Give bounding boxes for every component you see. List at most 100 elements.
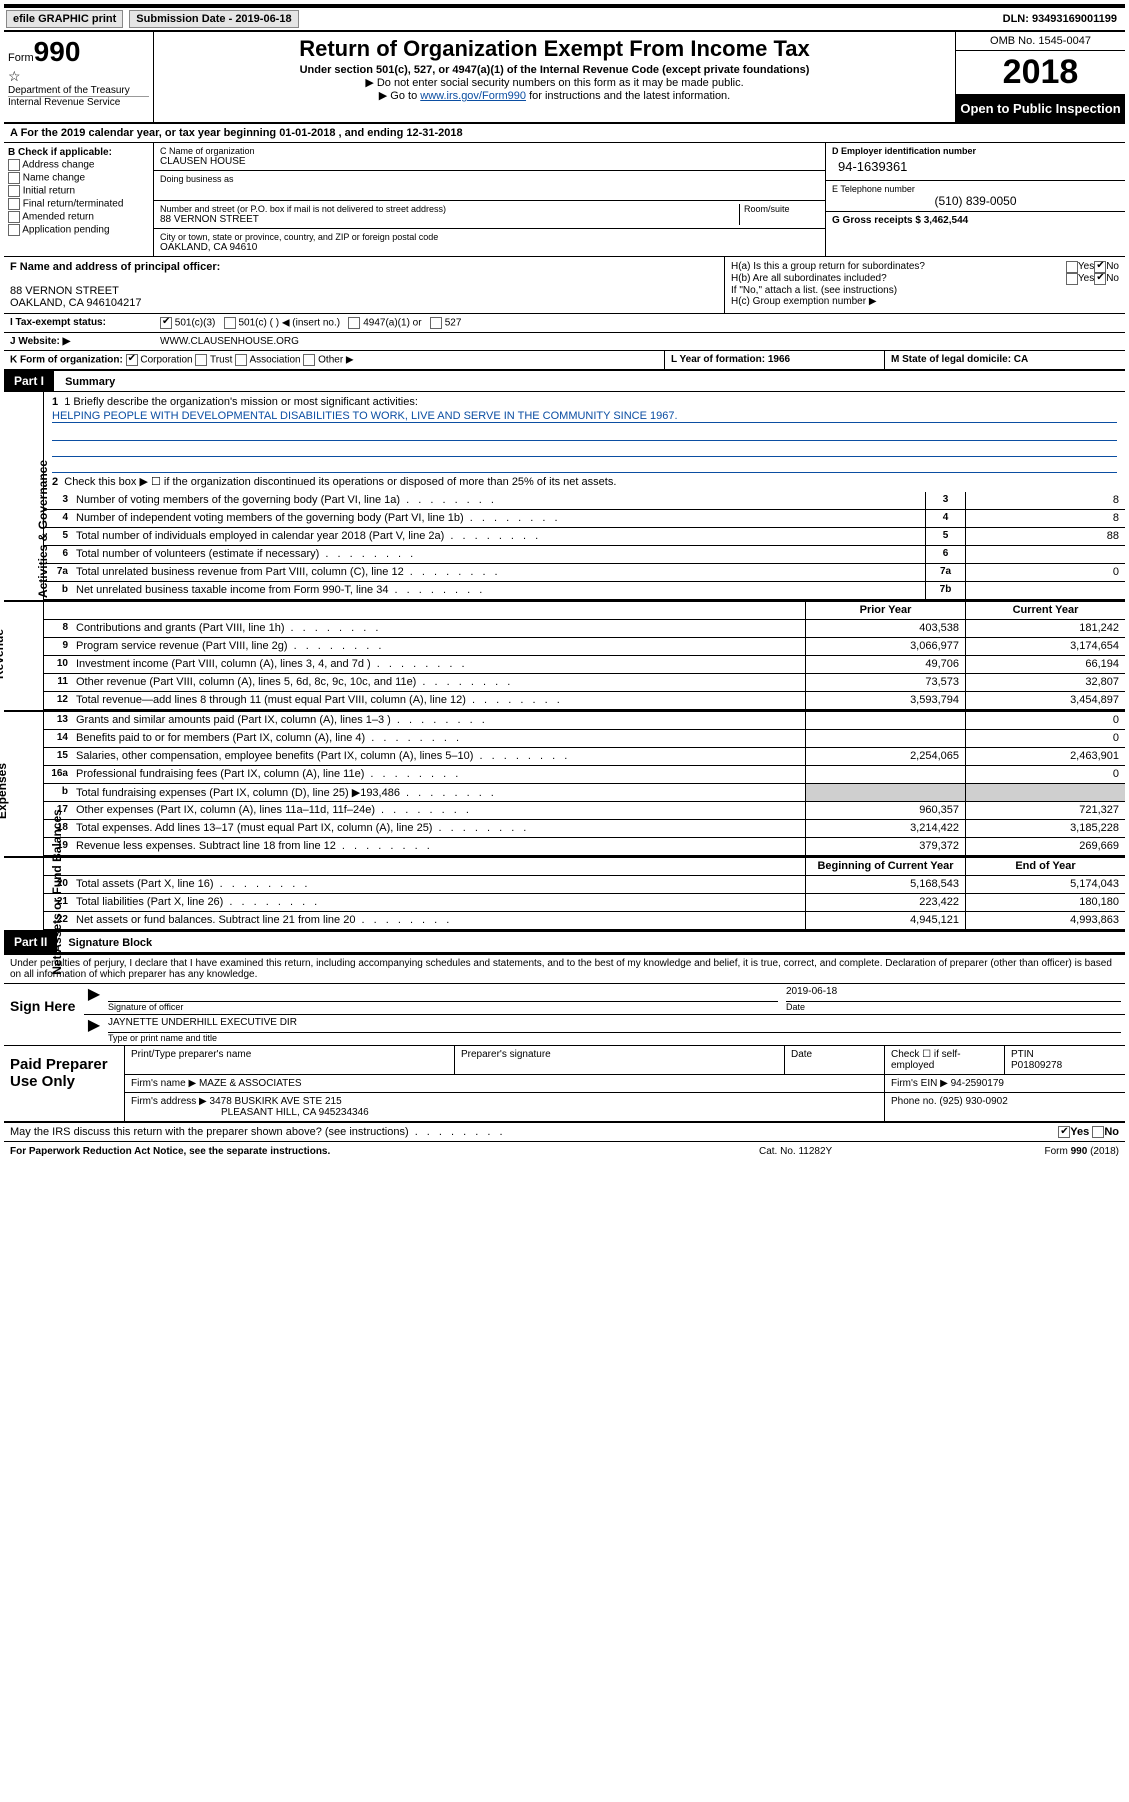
addr-label: Number and street (or P.O. box if mail i… <box>160 204 739 214</box>
row-a-calendar: A For the 2019 calendar year, or tax yea… <box>4 124 1125 143</box>
city-label: City or town, state or province, country… <box>160 232 819 242</box>
line-19: 19Revenue less expenses. Subtract line 1… <box>44 838 1125 856</box>
b-checkbox-application-pending[interactable]: Application pending <box>8 224 149 236</box>
h-note: If "No," attach a list. (see instruction… <box>731 285 1119 296</box>
line-18: 18Total expenses. Add lines 13–17 (must … <box>44 820 1125 838</box>
line-b: bTotal fundraising expenses (Part IX, co… <box>44 784 1125 802</box>
ein-value: 94-1639361 <box>832 156 1119 177</box>
line-2: 2 Check this box ▶ ☐ if the organization… <box>52 475 1117 488</box>
gross-value: 3,462,544 <box>924 215 969 226</box>
line-b: bNet unrelated business taxable income f… <box>44 582 1125 600</box>
org-street: 88 VERNON STREET <box>160 214 739 225</box>
line-12: 12Total revenue—add lines 8 through 11 (… <box>44 692 1125 710</box>
officer-name: JAYNETTE UNDERHILL EXECUTIVE DIR <box>108 1017 1121 1033</box>
k-assoc-checkbox[interactable] <box>235 354 247 366</box>
line-6: 6Total number of volunteers (estimate if… <box>44 546 1125 564</box>
b-checkbox-name-change[interactable]: Name change <box>8 172 149 184</box>
f-label: F Name and address of principal officer: <box>10 261 718 273</box>
line-14: 14Benefits paid to or for members (Part … <box>44 730 1125 748</box>
hb-label: H(b) Are all subordinates included? <box>731 273 1066 285</box>
ptin-value: P01809278 <box>1011 1060 1062 1071</box>
part-i-header: Part I Summary <box>4 371 1125 392</box>
k-corp-checkbox[interactable] <box>126 354 138 366</box>
mission-text: HELPING PEOPLE WITH DEVELOPMENTAL DISABI… <box>52 410 1117 423</box>
phone-value: (510) 839-0050 <box>832 194 1119 208</box>
line-20: 20Total assets (Part X, line 16)5,168,54… <box>44 876 1125 894</box>
sig-officer-label: Signature of officer <box>108 1002 778 1012</box>
mission-label: 1 1 Briefly describe the organization's … <box>52 396 1117 408</box>
discuss-no-checkbox[interactable] <box>1092 1126 1104 1138</box>
line-7a: 7aTotal unrelated business revenue from … <box>44 564 1125 582</box>
name-title-label: Type or print name and title <box>108 1033 1121 1043</box>
section-expenses: Expenses13Grants and similar amounts pai… <box>4 712 1125 858</box>
discuss-row: May the IRS discuss this return with the… <box>4 1123 1125 1142</box>
b-label: B Check if applicable: <box>8 147 149 158</box>
paid-preparer-label: Paid Preparer Use Only <box>4 1046 124 1121</box>
section-revenue: RevenuePrior YearCurrent Year8Contributi… <box>4 602 1125 712</box>
line-11: 11Other revenue (Part VIII, column (A), … <box>44 674 1125 692</box>
b-checkbox-amended-return[interactable]: Amended return <box>8 211 149 223</box>
k-trust-checkbox[interactable] <box>195 354 207 366</box>
i-527-checkbox[interactable] <box>430 317 442 329</box>
room-label: Room/suite <box>744 204 819 214</box>
arrow-icon: ▶ <box>84 984 104 1014</box>
org-name: CLAUSEN HOUSE <box>160 156 819 167</box>
i-4947-checkbox[interactable] <box>348 317 360 329</box>
block-f-h: F Name and address of principal officer:… <box>4 257 1125 314</box>
b-checkbox-address-change[interactable]: Address change <box>8 159 149 171</box>
g-gross-label: G Gross receipts $ <box>832 215 921 226</box>
firm-phone: (925) 930-0902 <box>939 1096 1007 1107</box>
cat-no: Cat. No. 11282Y <box>759 1146 959 1157</box>
discuss-yes-checkbox[interactable] <box>1058 1126 1070 1138</box>
ha-yes-checkbox[interactable] <box>1066 261 1078 273</box>
part-ii-header: Part II Signature Block <box>4 932 1125 953</box>
line-15: 15Salaries, other compensation, employee… <box>44 748 1125 766</box>
ha-label: H(a) Is this a group return for subordin… <box>731 261 1066 273</box>
dept-treasury: Department of the Treasury <box>8 85 149 96</box>
b-checkbox-initial-return[interactable]: Initial return <box>8 185 149 197</box>
page-footer: For Paperwork Reduction Act Notice, see … <box>4 1142 1125 1161</box>
line-4: 4Number of independent voting members of… <box>44 510 1125 528</box>
section-net-assets-or-fund-balances: Net Assets or Fund BalancesBeginning of … <box>4 858 1125 932</box>
form-subtitle-1: Under section 501(c), 527, or 4947(a)(1)… <box>160 64 949 76</box>
line-21: 21Total liabilities (Part X, line 26)223… <box>44 894 1125 912</box>
signature-block: Under penalties of perjury, I declare th… <box>4 953 1125 1142</box>
form-subtitle-3: ▶ Go to www.irs.gov/Form990 for instruct… <box>160 89 949 102</box>
line-5: 5Total number of individuals employed in… <box>44 528 1125 546</box>
efile-button[interactable]: efile GRAPHIC print <box>6 10 123 28</box>
hc-label: H(c) Group exemption number ▶ <box>731 296 1119 307</box>
m-state: M State of legal domicile: CA <box>885 351 1125 369</box>
officer-addr2: OAKLAND, CA 946104217 <box>10 297 718 309</box>
org-city: OAKLAND, CA 94610 <box>160 242 819 253</box>
open-to-public: Open to Public Inspection <box>956 95 1125 122</box>
c-name-label: C Name of organization <box>160 146 819 156</box>
part-i-body: Activities & Governance 1 1 Briefly desc… <box>4 392 1125 602</box>
firm-name: MAZE & ASSOCIATES <box>199 1078 302 1089</box>
paperwork-notice: For Paperwork Reduction Act Notice, see … <box>10 1146 759 1157</box>
i-501c3-checkbox[interactable] <box>160 317 172 329</box>
d-ein-label: D Employer identification number <box>832 146 1119 156</box>
top-bar: efile GRAPHIC print Submission Date - 20… <box>4 4 1125 32</box>
block-b-to-g: B Check if applicable: Address change Na… <box>4 143 1125 257</box>
firm-city: PLEASANT HILL, CA 945234346 <box>131 1107 369 1118</box>
perjury-declaration: Under penalties of perjury, I declare th… <box>4 955 1125 983</box>
submission-date: Submission Date - 2019-06-18 <box>129 10 298 28</box>
row-klm: K Form of organization: Corporation Trus… <box>4 351 1125 371</box>
hb-yes-checkbox[interactable] <box>1066 273 1078 285</box>
form-number: Form990 <box>8 36 149 68</box>
line-10: 10Investment income (Part VIII, column (… <box>44 656 1125 674</box>
row-j: J Website: ▶ WWW.CLAUSENHOUSE.ORG <box>4 333 1125 351</box>
line-9: 9Program service revenue (Part VIII, lin… <box>44 638 1125 656</box>
hb-no-checkbox[interactable] <box>1094 273 1106 285</box>
website-value: WWW.CLAUSENHOUSE.ORG <box>154 333 1125 350</box>
tax-year: 2018 <box>956 51 1125 95</box>
i-501c-checkbox[interactable] <box>224 317 236 329</box>
firm-addr: 3478 BUSKIRK AVE STE 215 <box>210 1096 342 1107</box>
sig-date: 2019-06-18 <box>786 986 1121 1002</box>
sign-here-label: Sign Here <box>4 984 84 1045</box>
row-i: I Tax-exempt status: 501(c)(3) 501(c) ( … <box>4 314 1125 333</box>
k-other-checkbox[interactable] <box>303 354 315 366</box>
irs-link[interactable]: www.irs.gov/Form990 <box>420 90 526 102</box>
l-year-formation: L Year of formation: 1966 <box>665 351 885 369</box>
b-checkbox-final-return-terminated[interactable]: Final return/terminated <box>8 198 149 210</box>
